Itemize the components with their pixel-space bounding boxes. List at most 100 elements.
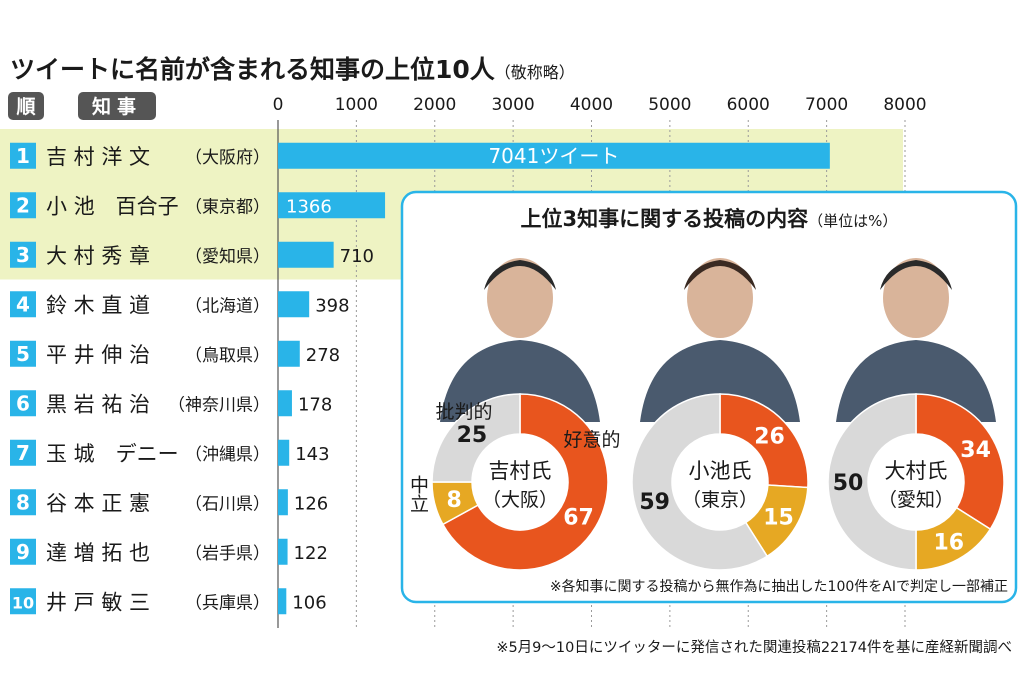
prefecture-label: （大阪府） [185,148,270,168]
donut-slice [631,393,769,571]
rank-number: 6 [16,391,30,415]
governor-name: 黒 岩 祐 治 [46,392,150,416]
rank-badge [10,588,36,615]
donut-value-label: 8 [446,488,461,513]
donut-value-label: 59 [639,490,670,515]
chart-title-main: ツイートに名前が含まれる知事の上位10人 [10,55,495,84]
donut-center-area: （大阪） [482,489,558,511]
donut-slice [719,393,809,489]
rank-number: 1 [16,144,30,168]
prefecture-label: （沖縄県） [185,445,270,465]
rank-number: 10 [12,593,34,612]
governor-name: 大 村 秀 章 [46,244,150,268]
rank-header-pill [8,92,44,120]
x-tick-label: 2000 [413,95,456,115]
bar [278,489,288,516]
donut-center-name: 大村氏 [885,459,948,483]
donut-hole [473,435,567,529]
governor-name: 井 戸 敏 三 [46,590,150,614]
source-note: ※5月9～10日にツイッターに発信された関連投稿22174件を基に産経新聞調べ [496,639,1012,656]
donut-slice [431,393,521,483]
prefecture-label: （岩手県） [185,544,270,564]
category-label-negative: 批判的 [435,401,492,423]
bar [278,192,386,219]
governor-name: 小 池 百合子 [46,194,179,218]
bar-value-label: 398 [315,295,349,316]
x-tick-label: 1000 [335,95,378,115]
portrait-hair [484,260,556,290]
governor-name: 吉 村 洋 文 [46,145,150,169]
prefecture-label: （鳥取県） [185,346,270,366]
donut-annotation: ※各知事に関する投稿から無作為に抽出した100件をAIで判定し一部補正 [550,578,1008,595]
prefecture-label: （東京都） [185,197,270,217]
category-label-neutral: 中立 [407,475,429,513]
donut-value-label: 26 [754,424,785,449]
chart-title-note: （敬称略） [495,63,575,82]
bar-value-label: 1366 [286,196,332,217]
rank-badge [10,291,36,318]
bar-value-label: 122 [294,543,328,564]
rank-badge [10,192,36,219]
donut-center-name: 小池氏 [689,459,752,483]
prefecture-label: （北海道） [185,296,270,316]
rank-badge [10,439,36,466]
portrait-shoulders [836,340,996,422]
chart-title: ツイートに名前が含まれる知事の上位10人（敬称略） [10,55,575,84]
prefecture-label: （愛知県） [185,247,270,267]
bar-value-label: 106 [292,592,326,613]
rank-number: 4 [16,292,30,316]
bar [278,142,830,169]
rank-number: 5 [16,342,30,366]
x-tick-label: 0 [273,95,284,115]
rank-badge [10,142,36,169]
governor-name: 玉 城 デニー [46,442,179,466]
portrait-face [883,258,949,338]
portrait-shoulders [640,340,800,422]
donut-value-label: 50 [833,471,864,496]
bar-value-label: 178 [298,394,332,415]
donut-value-label: 25 [457,423,488,448]
rank-badge [10,489,36,516]
donut-center-area: （愛知） [878,489,954,511]
portrait-hair [880,260,952,290]
rank-badge [10,538,36,565]
donut-panel-title-main: 上位3知事に関する投稿の内容 [521,207,809,231]
rank-number: 7 [16,441,30,465]
donut-slice [915,393,1005,531]
donut-value-label: 67 [563,506,594,531]
prefecture-label: （石川県） [185,494,270,514]
donut-hole [869,435,963,529]
portrait-face [487,258,553,338]
rank-header-label: 順 [16,96,36,118]
donut-center-name: 吉村氏 [489,459,552,483]
rank-number: 3 [16,243,30,267]
rank-number: 9 [16,540,30,564]
x-tick-label: 8000 [883,95,926,115]
donut-panel-unit: （単位は%） [808,212,897,230]
governor-name: 谷 本 正 憲 [46,491,150,515]
rank-badge [10,241,36,268]
x-tick-label: 4000 [570,95,613,115]
governor-name: 鈴 木 直 道 [46,293,150,317]
donut-slice [441,393,609,571]
governor-header-pill [78,92,156,120]
donut-panel-title: 上位3知事に関する投稿の内容（単位は%） [521,207,898,231]
portrait-shoulders [440,340,600,422]
rank-number: 2 [16,193,30,217]
bar [278,439,290,466]
portrait-hair [684,260,756,290]
bar-value-label: 7041ツイート [488,144,619,168]
governor-name: 達 増 拓 也 [46,541,150,565]
governor-header-label: 知事 [92,95,142,118]
rank-badge [10,340,36,367]
bar-value-label: 710 [340,246,374,267]
bar [278,291,310,318]
bar [278,340,300,367]
bar-value-label: 278 [306,345,340,366]
bar-value-label: 126 [294,493,328,514]
category-label-positive: 好意的 [563,429,620,451]
bar [278,588,287,615]
prefecture-label: （兵庫県） [185,593,270,613]
x-tick-label: 6000 [727,95,770,115]
